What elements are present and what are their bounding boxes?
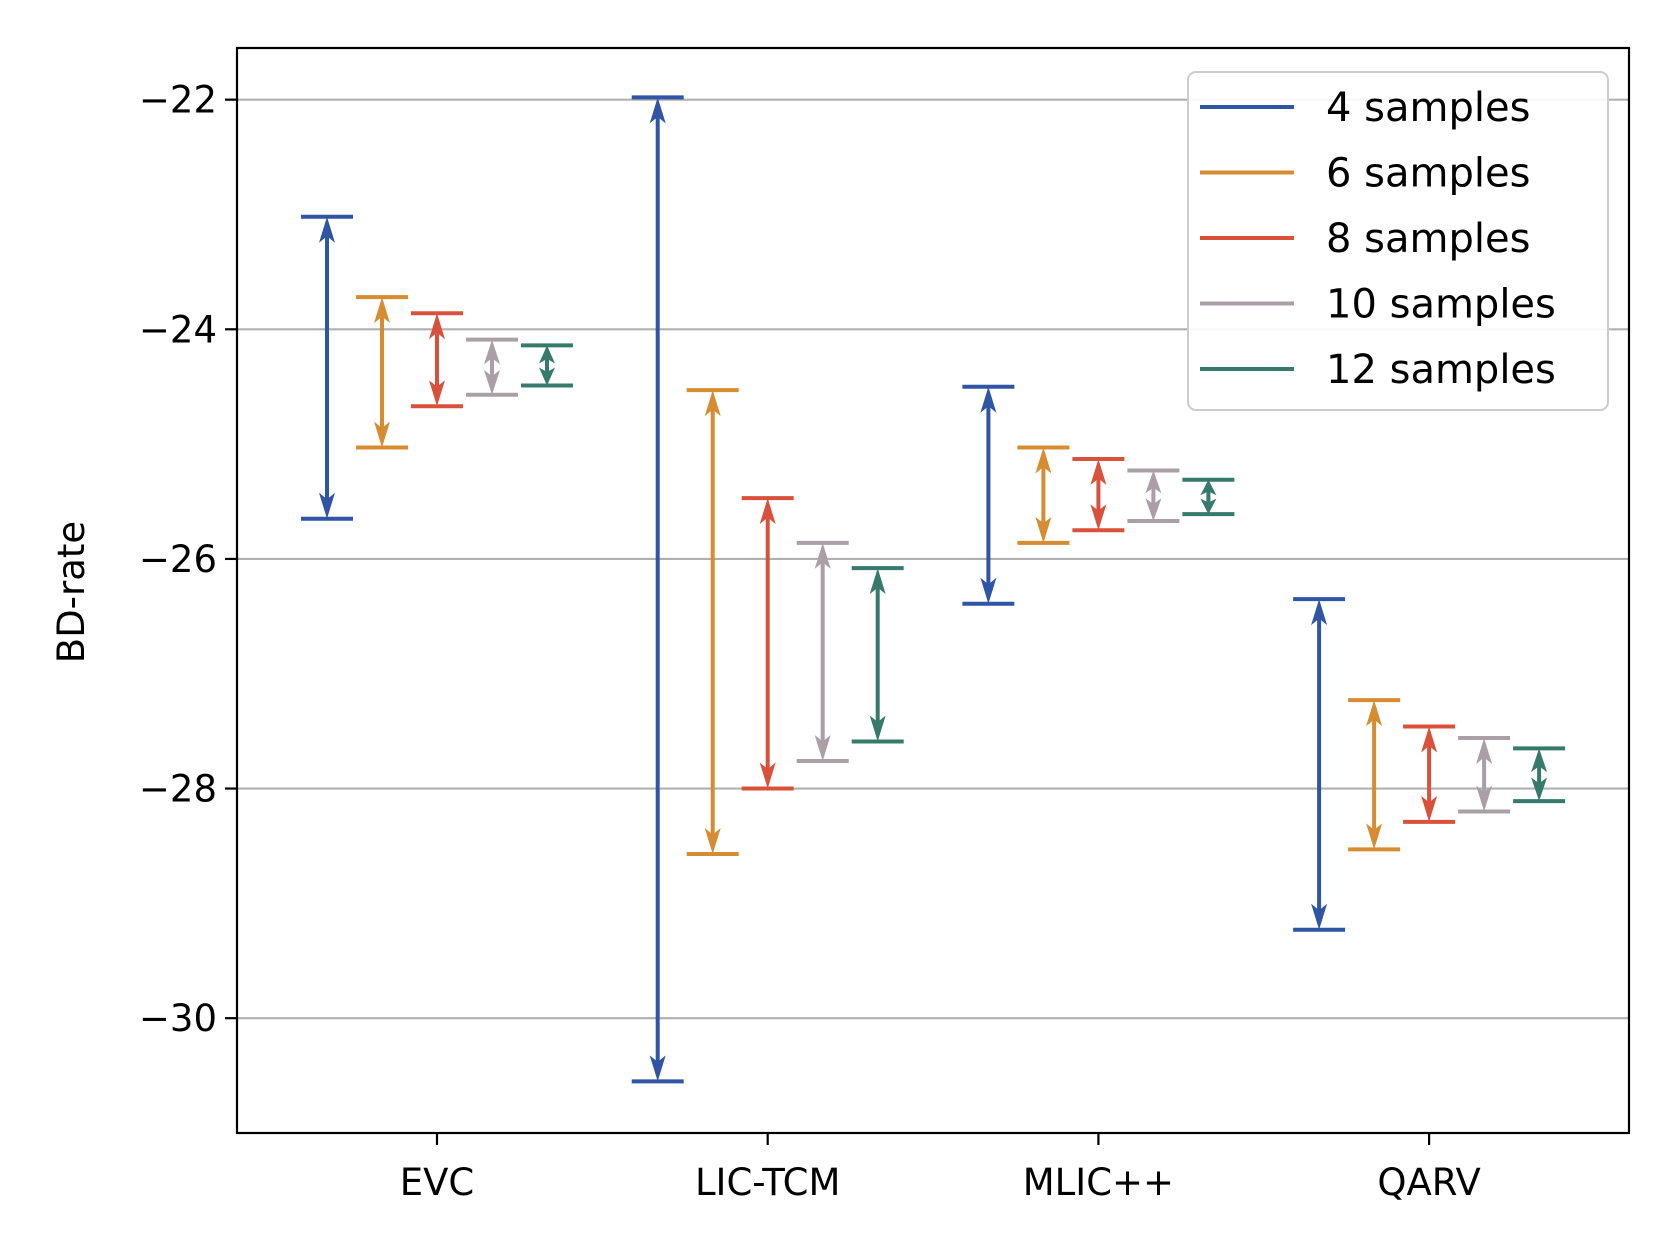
range-arrowhead-top <box>1090 459 1107 486</box>
range-bar <box>1513 746 1566 804</box>
y-axis-label: BD-rate <box>50 521 93 663</box>
legend-entry: 6 samples <box>1200 151 1530 197</box>
range-arrowhead-top <box>484 339 500 365</box>
range-arrowhead-top <box>1200 479 1217 496</box>
range-arrowhead-bottom <box>869 715 886 742</box>
y-tick-label: −26 <box>139 538 217 581</box>
y-tick-label: −30 <box>139 997 217 1040</box>
range-bar <box>411 311 463 409</box>
range-arrowhead-top <box>539 345 555 364</box>
range-bar <box>796 540 849 763</box>
plot-frame <box>235 46 1631 1135</box>
range-arrowhead-bottom <box>1311 903 1328 930</box>
range-arrowhead-bottom <box>759 762 776 789</box>
range-bar <box>741 496 794 791</box>
range-arrowhead-top <box>319 216 335 243</box>
range-bar <box>1348 698 1401 852</box>
x-tick-label: QARV <box>1377 1161 1480 1204</box>
range-arrowhead-bottom <box>319 492 335 519</box>
legend-label: 4 samples <box>1326 85 1530 131</box>
y-tick-label: −24 <box>139 308 217 351</box>
legend-label: 12 samples <box>1326 347 1556 393</box>
range-arrowhead-bottom <box>539 367 555 386</box>
range-arrowhead-top <box>1476 738 1493 765</box>
range-arrowhead-bottom <box>980 577 997 604</box>
range-bar <box>356 295 408 450</box>
range-bar <box>1017 445 1070 545</box>
range-arrowhead-bottom <box>374 421 390 448</box>
range-arrowhead-top <box>980 386 997 413</box>
range-arrowhead-top <box>429 313 445 340</box>
range-arrowhead-bottom <box>1531 777 1548 802</box>
range-arrowhead-top <box>1311 599 1328 626</box>
range-bar <box>1072 457 1125 533</box>
range-arrowhead-top <box>374 297 390 324</box>
range-bar <box>1458 736 1511 814</box>
range-arrowhead-top <box>649 97 666 124</box>
range-arrowhead-bottom <box>1476 785 1493 812</box>
range-arrowhead-top <box>1366 700 1383 727</box>
legend-entry: 4 samples <box>1200 85 1530 131</box>
range-arrowhead-top <box>814 542 831 569</box>
legend-label: 6 samples <box>1326 151 1530 197</box>
range-arrowhead-top <box>1531 748 1548 773</box>
range-arrowhead-bottom <box>1090 504 1107 531</box>
range-bar <box>1127 468 1180 524</box>
range-bar <box>851 566 904 744</box>
legend-entry: 12 samples <box>1200 347 1556 393</box>
range-bar <box>1182 477 1235 517</box>
range-arrowhead-bottom <box>814 735 831 761</box>
range-bar <box>962 384 1015 606</box>
y-axis: −22 −24 −26 −28 −30 <box>139 79 237 1040</box>
range-arrowhead-bottom <box>649 1055 666 1082</box>
legend: 4 samples 6 samples 8 samples 10 samples 12 … <box>1187 71 1609 411</box>
range-arrowhead-top <box>1145 470 1162 494</box>
x-axis: EVC LIC-TCM MLIC++ QARV <box>400 1133 1481 1204</box>
range-bar <box>521 343 573 388</box>
legend-box <box>1187 71 1609 411</box>
legend-label: 8 samples <box>1326 216 1530 262</box>
range-arrowhead-bottom <box>1366 823 1383 850</box>
range-arrowhead-top <box>759 498 776 525</box>
range-bar <box>1293 597 1346 932</box>
legend-entry: 10 samples <box>1200 282 1556 328</box>
range-arrowhead-top <box>1035 447 1052 474</box>
x-tick-label: EVC <box>400 1161 475 1204</box>
range-bar <box>466 337 518 397</box>
range-arrowhead-top <box>869 568 886 595</box>
range-arrowhead-bottom <box>484 369 500 395</box>
range-bar <box>301 214 353 521</box>
range-arrowhead-top <box>704 390 721 417</box>
x-tick-label: MLIC++ <box>1023 1161 1174 1204</box>
range-arrowhead-bottom <box>1200 498 1217 515</box>
legend-entry: 8 samples <box>1200 216 1530 262</box>
legend-label: 10 samples <box>1326 282 1556 328</box>
range-arrowhead-top <box>1421 726 1438 753</box>
range-arrowhead-bottom <box>704 828 721 854</box>
range-bar <box>686 388 739 856</box>
range-arrowhead-bottom <box>1145 498 1162 522</box>
range-bars <box>301 95 1566 1084</box>
range-arrowhead-bottom <box>429 380 445 407</box>
x-tick-label: LIC-TCM <box>695 1161 841 1204</box>
range-arrowhead-bottom <box>1421 795 1438 822</box>
range-arrowhead-bottom <box>1035 516 1052 543</box>
y-tick-label: −28 <box>139 768 217 811</box>
range-bar <box>1403 724 1456 824</box>
y-tick-label: −22 <box>139 79 217 122</box>
range-bar <box>631 95 684 1084</box>
